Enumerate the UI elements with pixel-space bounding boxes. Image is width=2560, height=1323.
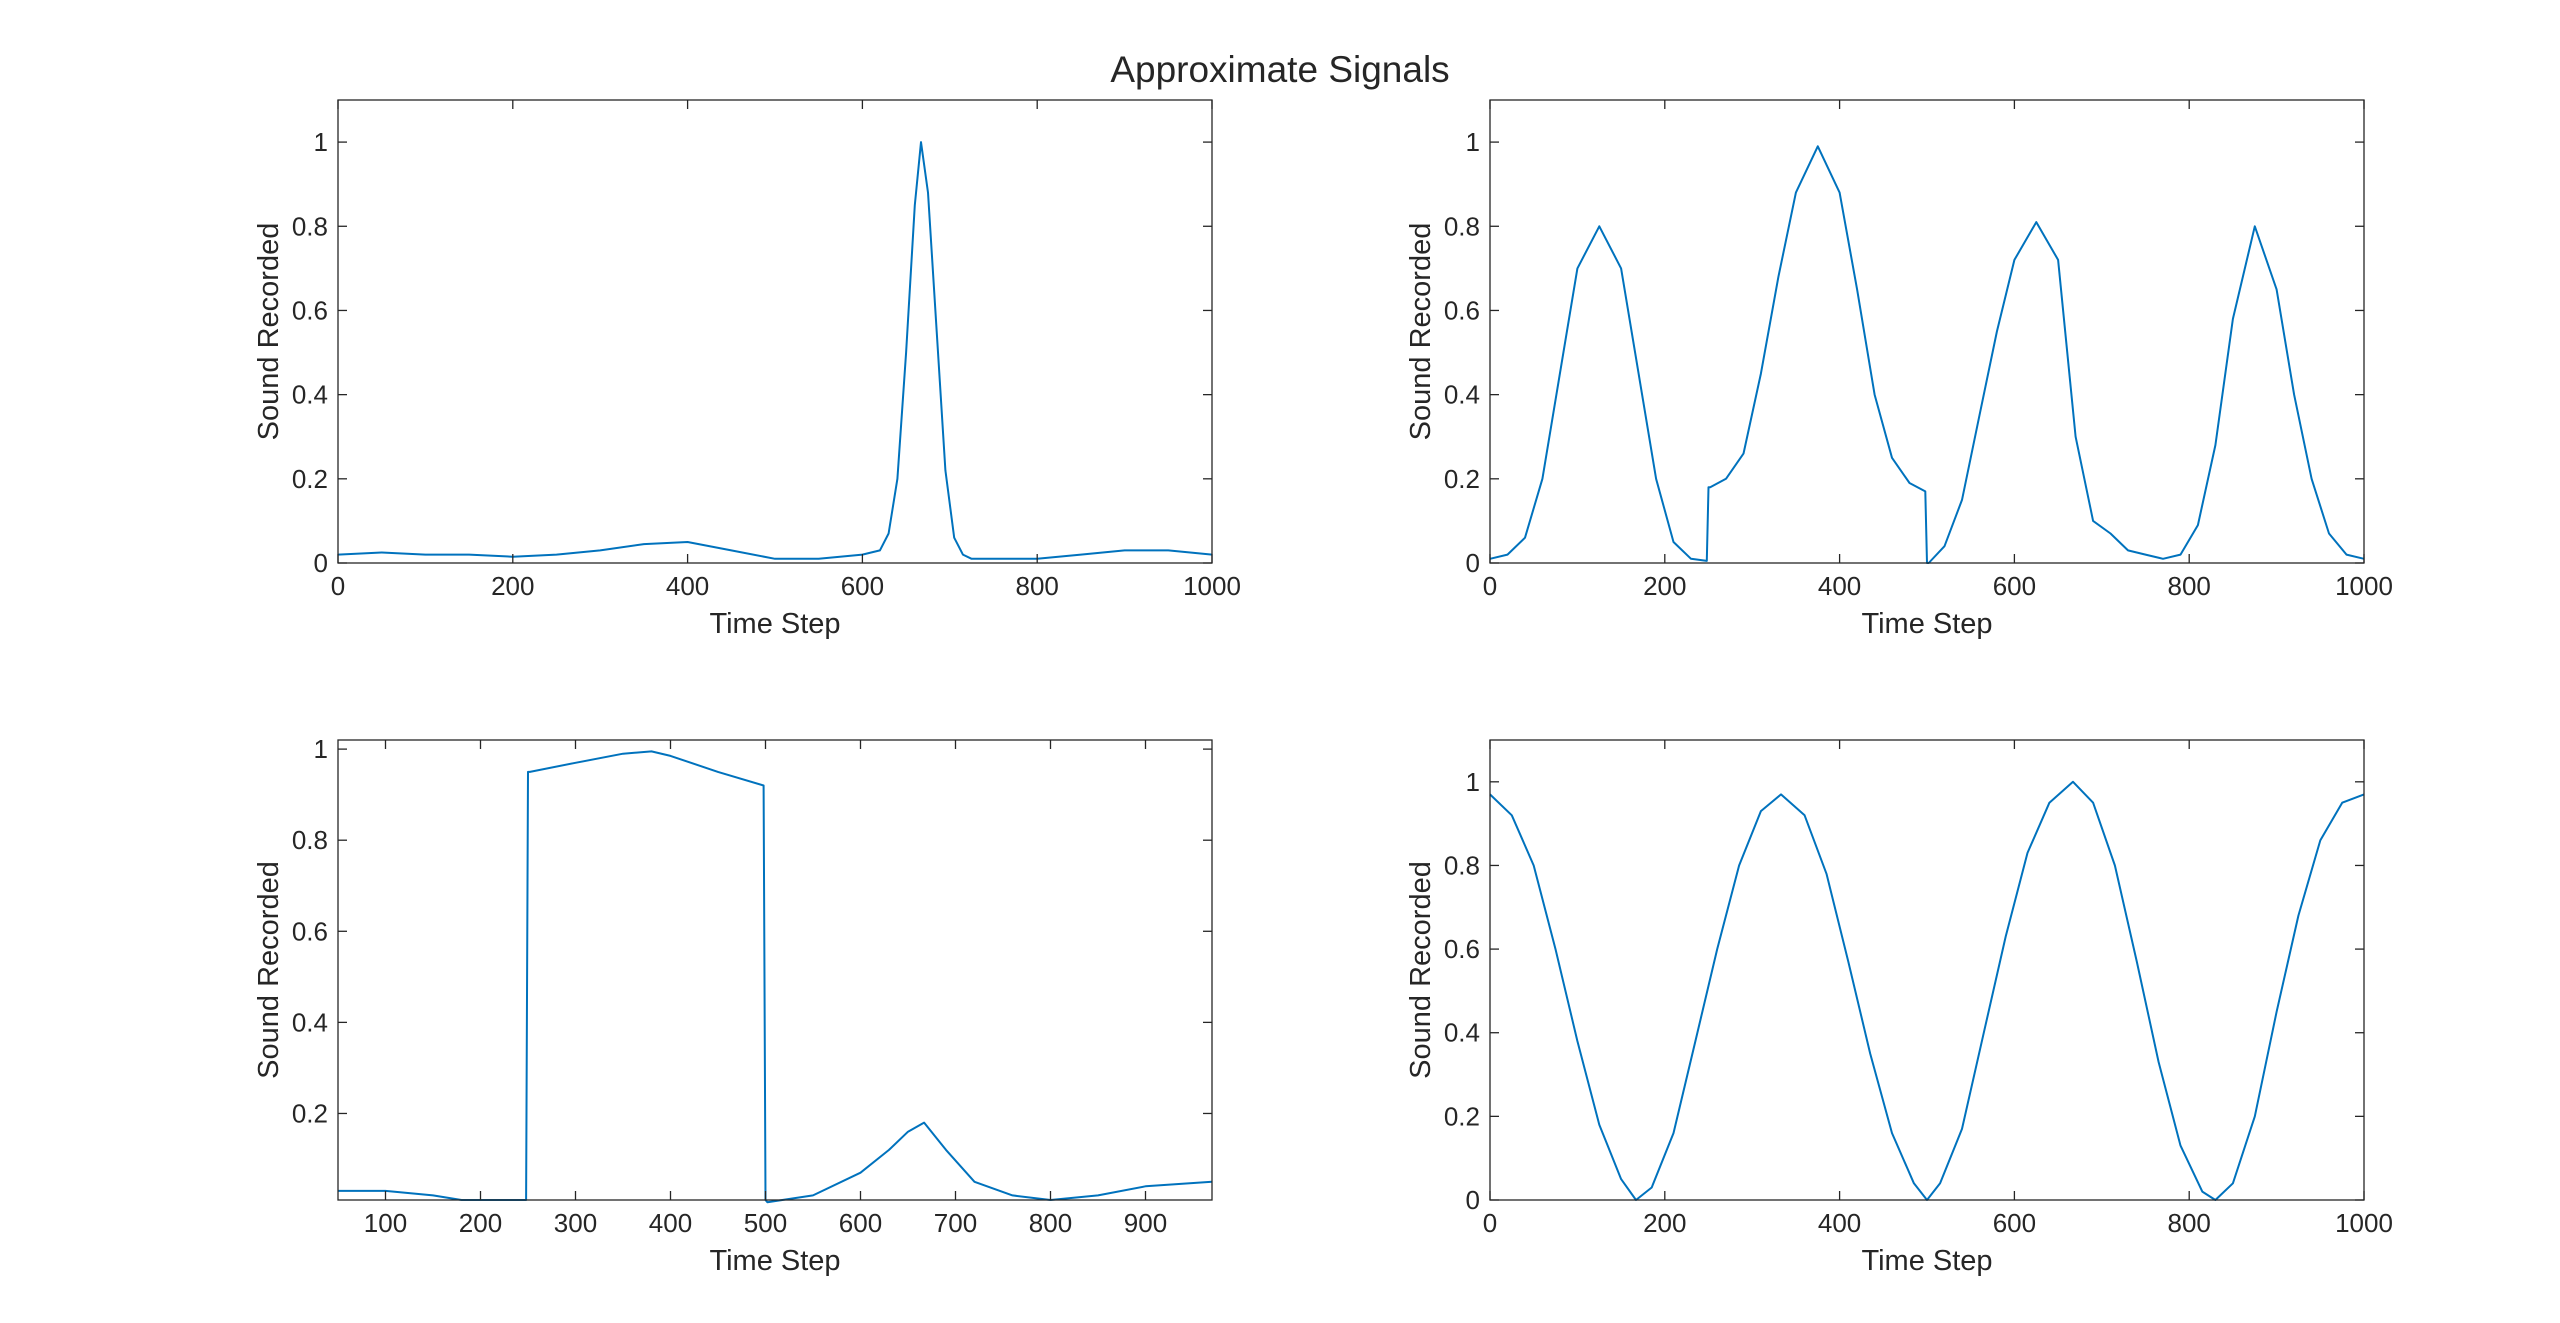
x-tick-label: 200 (459, 1208, 502, 1238)
series-line (338, 750, 1213, 1204)
figure-title: Approximate Signals (1110, 49, 1449, 90)
series-line (337, 141, 1213, 560)
x-axis-label: Time Step (709, 608, 840, 640)
x-axis-label: Time Step (1861, 1245, 1992, 1277)
x-tick-label: 200 (1643, 1208, 1686, 1238)
subplot-bottom-right: 0 200 400 600 800 1000 0 0.2 0.4 0.6 0.8 1 Time Step… (1405, 739, 2393, 1277)
y-axis-label: Sound Recorded (1405, 223, 1437, 441)
y-tick-label: 0.8 (1444, 850, 1480, 880)
x-axis-label: Time Step (1861, 608, 1992, 640)
y-tick-label: 0.8 (292, 825, 328, 855)
x-tick-label: 400 (649, 1208, 692, 1238)
y-tick-label: 0.6 (1444, 295, 1480, 325)
x-tick-label: 700 (934, 1208, 977, 1238)
y-tick-label: 0.6 (1444, 934, 1480, 964)
y-axis-label: Sound Recorded (1405, 861, 1437, 1079)
y-tick-label: 0 (1466, 548, 1480, 578)
x-tick-label: 1000 (1183, 571, 1241, 601)
y-tick-label: 0.6 (292, 916, 328, 946)
y-tick-label: 0 (1466, 1185, 1480, 1215)
y-tick-label: 0.2 (292, 1098, 328, 1128)
y-tick-label: 0.2 (1444, 1101, 1480, 1131)
y-tick-label: 0 (314, 548, 328, 578)
x-tick-label: 0 (1483, 571, 1497, 601)
x-tick-label: 600 (839, 1208, 882, 1238)
x-tick-label: 500 (744, 1208, 787, 1238)
x-tick-label: 200 (491, 571, 534, 601)
axes-box (1489, 739, 2365, 1201)
y-tick-label: 0.4 (292, 1007, 328, 1037)
axes-box (337, 739, 1213, 1201)
axes-box (1489, 99, 2365, 564)
y-tick-label: 0.6 (292, 295, 328, 325)
x-tick-label: 200 (1643, 571, 1686, 601)
x-tick-label: 800 (2168, 571, 2211, 601)
y-tick-label: 1 (1466, 767, 1480, 797)
y-tick-label: 0.4 (1444, 1018, 1480, 1048)
x-tick-label: 1000 (2335, 571, 2393, 601)
y-tick-label: 0.8 (1444, 211, 1480, 241)
y-tick-label: 0.2 (292, 464, 328, 494)
y-tick-label: 0.8 (292, 211, 328, 241)
x-tick-label: 800 (2168, 1208, 2211, 1238)
subplot-top-left: 0 200 400 600 800 1000 0 0.2 0.4 0.6 0.8 1 Time Step… (253, 99, 1241, 640)
x-tick-label: 800 (1029, 1208, 1072, 1238)
subplot-bottom-left: 100 200 300 400 500 600 700 800 900 0.2 0.4 0.6 0.8 1… (253, 734, 1213, 1277)
y-tick-label: 0.4 (1444, 380, 1480, 410)
x-tick-label: 400 (666, 571, 709, 601)
y-tick-label: 0.2 (1444, 464, 1480, 494)
x-tick-label: 0 (1483, 1208, 1497, 1238)
x-tick-label: 800 (1016, 571, 1059, 601)
x-tick-label: 600 (1993, 1208, 2036, 1238)
x-tick-label: 0 (331, 571, 345, 601)
x-tick-label: 300 (554, 1208, 597, 1238)
series-line (1489, 145, 2365, 564)
x-tick-label: 100 (364, 1208, 407, 1238)
x-tick-label: 900 (1124, 1208, 1167, 1238)
x-tick-label: 400 (1818, 571, 1861, 601)
x-tick-label: 600 (1993, 571, 2036, 601)
x-axis-label: Time Step (709, 1245, 840, 1277)
y-tick-label: 0.4 (292, 380, 328, 410)
y-tick-label: 1 (1466, 127, 1480, 157)
series-line (1489, 780, 2365, 1201)
y-tick-label: 1 (314, 127, 328, 157)
axes-box (337, 99, 1213, 564)
x-tick-label: 1000 (2335, 1208, 2393, 1238)
x-tick-label: 400 (1818, 1208, 1861, 1238)
y-axis-label: Sound Recorded (253, 861, 285, 1079)
subplot-top-right: 0 200 400 600 800 1000 0 0.2 0.4 0.6 0.8 1 Time Step… (1405, 99, 2393, 640)
y-tick-label: 1 (314, 734, 328, 764)
x-tick-label: 600 (841, 571, 884, 601)
y-axis-label: Sound Recorded (253, 223, 285, 441)
